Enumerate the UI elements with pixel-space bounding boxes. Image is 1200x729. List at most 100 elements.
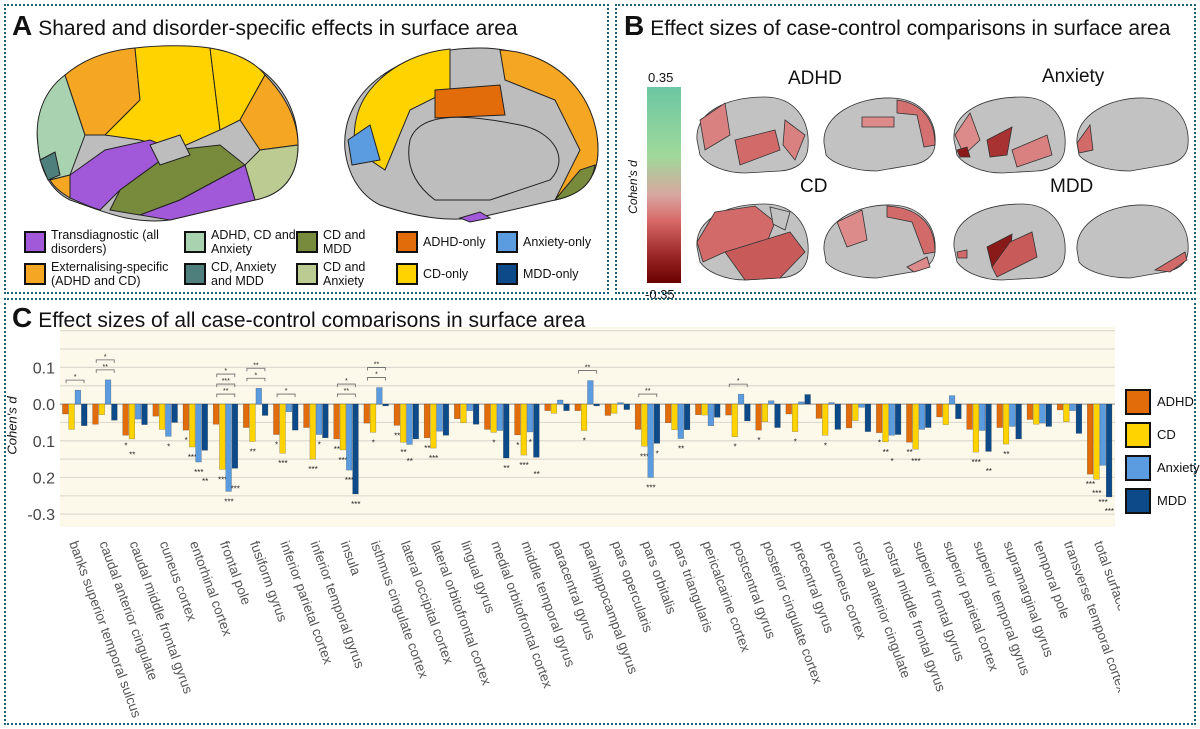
bar-anxiety bbox=[1099, 403, 1106, 466]
legend-label: MDD bbox=[1157, 493, 1187, 508]
brain-adhd-lateral bbox=[696, 96, 809, 174]
significance-stars: ** bbox=[129, 450, 135, 459]
legend-swatch bbox=[396, 263, 418, 285]
comparison-bracket bbox=[95, 369, 115, 373]
bar-adhd bbox=[393, 403, 400, 426]
region-transdiagnostic-2 bbox=[138, 164, 256, 221]
significance-stars: ** bbox=[986, 467, 992, 476]
significance-stars: * bbox=[185, 436, 188, 445]
brain-lateral-view bbox=[36, 45, 299, 222]
bar-mdd bbox=[503, 403, 510, 459]
bar-mdd bbox=[714, 403, 721, 418]
bar-cd bbox=[701, 403, 708, 416]
significance-stars: *** bbox=[911, 457, 920, 466]
region-externalising-3 bbox=[49, 174, 71, 199]
bar-cd bbox=[98, 403, 105, 415]
brain-anxiety-lateral bbox=[953, 96, 1066, 174]
significance-stars: * bbox=[757, 436, 760, 445]
bar-cd bbox=[550, 403, 558, 414]
bar-mdd bbox=[472, 403, 480, 425]
map-title-mdd: MDD bbox=[1050, 176, 1094, 197]
bar-anxiety bbox=[406, 403, 413, 445]
map-title-cd: CD bbox=[800, 176, 828, 197]
bar-adhd bbox=[363, 403, 370, 424]
bar-anxiety bbox=[798, 401, 805, 405]
legend-item-cd-mdd: CD and MDD bbox=[296, 228, 396, 256]
comparison-bracket bbox=[276, 393, 296, 398]
bar-cd bbox=[490, 403, 497, 433]
region-cd-mdd bbox=[553, 164, 596, 201]
bar-mdd bbox=[774, 403, 781, 428]
bar-cd bbox=[68, 403, 75, 430]
bar-adhd bbox=[785, 403, 792, 415]
significance-stars: *** bbox=[351, 500, 360, 509]
bar-mdd bbox=[382, 403, 389, 407]
significance-stars: *** bbox=[519, 461, 528, 470]
comparison-stars: ** bbox=[344, 388, 350, 395]
bar-cd bbox=[128, 403, 136, 440]
significance-stars: * bbox=[275, 441, 278, 450]
panel-a bbox=[4, 4, 609, 294]
bar-mdd bbox=[623, 403, 630, 410]
panel-b-title: B Effect sizes of case-control comparison… bbox=[624, 10, 1170, 42]
bar-adhd bbox=[1026, 403, 1033, 420]
bar-cd bbox=[339, 403, 347, 451]
significance-stars: * bbox=[734, 443, 737, 452]
bar-mdd bbox=[412, 403, 419, 440]
bar-anxiety bbox=[979, 403, 986, 431]
legend-label: CD-only bbox=[423, 267, 469, 281]
y-tick-label: 0.1 bbox=[33, 360, 55, 377]
bar-adhd bbox=[212, 403, 220, 425]
significance-stars: ** bbox=[883, 448, 889, 457]
significance-stars: *** bbox=[972, 458, 981, 467]
legend-label: Externalising-specific (ADHD and CD) bbox=[51, 260, 169, 288]
comparison-bracket bbox=[246, 377, 266, 382]
legend-swatch bbox=[396, 231, 418, 253]
bar-mdd bbox=[864, 403, 872, 432]
legend-label: CD and Anxiety bbox=[323, 260, 366, 288]
comparison-stars: ** bbox=[374, 362, 380, 369]
significance-stars: * bbox=[516, 441, 519, 450]
comparison-stars: * bbox=[104, 354, 107, 361]
significance-stars: ** bbox=[400, 448, 406, 457]
legend-swatch bbox=[296, 263, 318, 285]
bar-cd bbox=[1033, 403, 1040, 425]
significance-stars: *** bbox=[1105, 507, 1114, 516]
significance-stars: ** bbox=[334, 445, 340, 454]
panel-a-legend: Transdiagnostic (all disorders) ADHD, CD… bbox=[24, 228, 596, 288]
bar-cd bbox=[822, 403, 829, 436]
bar-mdd bbox=[111, 403, 118, 421]
comparison-stars: * bbox=[255, 372, 258, 379]
region-corpus bbox=[408, 116, 560, 201]
significance-stars: *** bbox=[308, 465, 317, 474]
bar-mdd bbox=[201, 403, 208, 451]
bar-adhd bbox=[695, 403, 702, 415]
bar-anxiety bbox=[948, 395, 956, 405]
comparison-stars: *** bbox=[222, 378, 230, 385]
legend-swatch bbox=[24, 263, 46, 285]
comparison-bracket bbox=[578, 370, 597, 374]
legend-item-mdd: MDD bbox=[1125, 484, 1200, 517]
bar-adhd bbox=[725, 403, 732, 416]
bar-mdd bbox=[533, 403, 540, 458]
significance-stars: *** bbox=[231, 484, 240, 493]
legend-swatch bbox=[184, 263, 206, 285]
bar-cd bbox=[460, 403, 467, 424]
bar-adhd bbox=[152, 403, 159, 417]
bar-anxiety bbox=[557, 399, 564, 405]
bar-adhd bbox=[333, 403, 340, 440]
bar-cd bbox=[942, 403, 949, 425]
bar-mdd bbox=[653, 403, 661, 444]
bar-adhd bbox=[423, 403, 431, 439]
legend-item-transdiagnostic: Transdiagnostic (all disorders) bbox=[24, 228, 184, 256]
brain-cd-lateral bbox=[696, 203, 809, 281]
bar-anxiety bbox=[918, 403, 926, 430]
comparison-bracket bbox=[336, 393, 356, 398]
bar-cd bbox=[279, 403, 286, 454]
bar-adhd bbox=[815, 403, 822, 419]
bar-anxiety bbox=[858, 403, 865, 408]
bar-anxiety bbox=[737, 393, 745, 405]
bar-mdd bbox=[1105, 403, 1113, 498]
panel-c-title-text: Effect sizes of all case-control compari… bbox=[38, 309, 586, 332]
bar-cd bbox=[309, 403, 316, 460]
